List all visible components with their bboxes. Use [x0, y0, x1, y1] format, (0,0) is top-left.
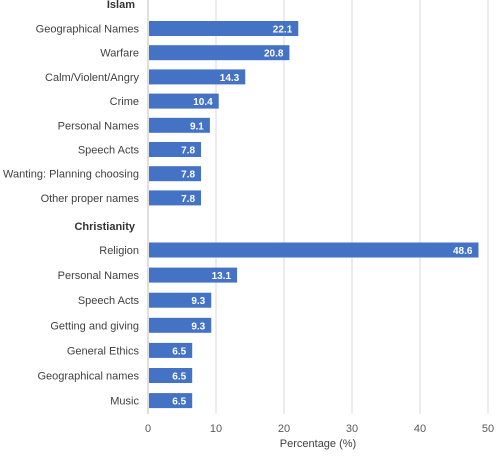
bar: [149, 142, 202, 157]
data-label: 20.8: [264, 49, 284, 60]
group-header: Christianity: [74, 221, 135, 233]
data-label: 10.4: [193, 97, 213, 108]
bars: [149, 21, 479, 409]
data-label: 9.3: [191, 321, 205, 332]
bar: [149, 342, 193, 358]
labels: 0 10 20 30 40 50 Islam Geographical Names 22.1 Wa…: [3, 0, 494, 435]
category-label: Speech Acts: [78, 145, 140, 157]
gridlines: [147, 0, 489, 414]
bar: [149, 393, 193, 409]
data-label: 13.1: [212, 271, 232, 282]
data-label: 48.6: [453, 246, 473, 257]
data-label: 22.1: [273, 25, 293, 36]
category-label: Geographical Names: [36, 24, 140, 36]
data-label: 7.8: [181, 146, 195, 157]
category-label: Getting and giving: [50, 320, 139, 332]
x-tick-label: 30: [346, 423, 358, 435]
data-label: 7.8: [181, 194, 195, 205]
bar: [149, 242, 479, 258]
data-label: 9.1: [190, 121, 204, 132]
category-label: Religion: [99, 245, 139, 257]
data-label: 9.3: [191, 296, 205, 307]
category-label: Music: [110, 396, 139, 408]
x-tick-label: 50: [482, 423, 494, 435]
category-label: Personal Names: [58, 120, 140, 132]
category-label: Speech Acts: [78, 295, 140, 307]
data-label: 6.5: [172, 397, 186, 408]
bar: [149, 21, 299, 36]
bar: [149, 45, 290, 61]
bar: [149, 93, 219, 109]
bar: [149, 117, 210, 133]
data-label: 6.5: [172, 346, 186, 357]
category-label: Wanting: Planning choosing: [3, 169, 139, 181]
data-label: 14.3: [220, 73, 240, 84]
bar: [149, 69, 246, 85]
category-label: Geographical names: [37, 371, 139, 383]
x-tick-label: 40: [414, 423, 426, 435]
category-label: Other proper names: [41, 193, 140, 205]
bar: [149, 292, 212, 308]
x-tick-label: 0: [145, 423, 151, 435]
x-axis-title: Percentage (%): [280, 438, 356, 450]
bar: [149, 317, 212, 333]
category-label: Calm/Violent/Angry: [45, 72, 139, 84]
bar: [149, 267, 238, 283]
x-tick-label: 20: [278, 423, 290, 435]
data-label: 7.8: [181, 170, 195, 181]
category-label: General Ethics: [67, 345, 140, 357]
bar: [149, 166, 202, 182]
bar: [149, 368, 193, 383]
group-header: Islam: [107, 0, 135, 11]
bar: [149, 190, 202, 206]
x-tick-label: 10: [210, 423, 222, 435]
category-label: Crime: [110, 96, 139, 108]
category-label: Personal Names: [58, 270, 140, 282]
category-label: Warfare: [100, 48, 139, 60]
data-label: 6.5: [172, 372, 186, 383]
